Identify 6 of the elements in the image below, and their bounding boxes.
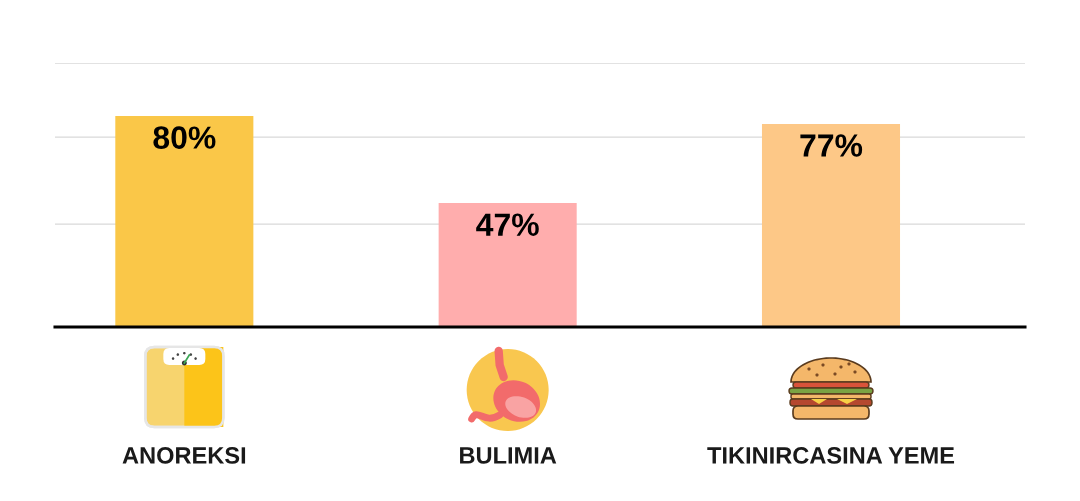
data-label: 80%	[153, 126, 216, 149]
x-tick-label: TIKINIRCASINA YEME	[707, 447, 955, 464]
x-tick-label: ANOREKSI	[122, 447, 246, 464]
x-tick-label: BULIMIA	[460, 447, 557, 464]
data-label: 47%	[476, 213, 539, 236]
data-label: 77%	[800, 134, 863, 157]
